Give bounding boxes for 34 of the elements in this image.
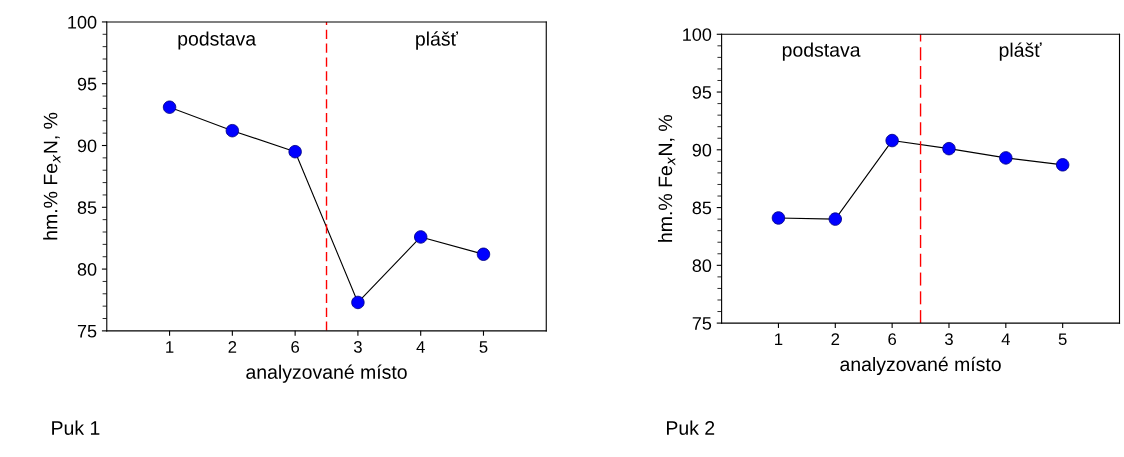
x-tick-label: 2	[228, 341, 237, 353]
x-tick-label: 4	[416, 341, 425, 353]
x-tick-label: 5	[1058, 333, 1067, 346]
x-tick-label: 6	[291, 341, 300, 353]
text: Puk 2	[667, 420, 715, 435]
y-tick-label: 95	[692, 85, 712, 99]
y-tick-label: 100	[68, 15, 97, 29]
y-tick-label: 80	[692, 259, 712, 273]
x-tick-label: 2	[831, 333, 840, 345]
x-tick-label: 4	[1001, 333, 1010, 345]
annotation: podstava	[178, 31, 257, 50]
y-tick-label: 75	[692, 317, 712, 330]
y-tick-label: 100	[683, 28, 712, 41]
y-tick-label: 75	[77, 324, 97, 338]
annotation: plášť	[416, 31, 459, 50]
x-tick-label: 3	[353, 341, 362, 353]
y-tick-label: 80	[77, 263, 97, 276]
x-tick-label: 6	[888, 333, 897, 346]
x-tick-label: 1	[166, 341, 174, 353]
y-tick-label: 90	[692, 143, 712, 157]
y-tick-label: 85	[77, 201, 97, 215]
annotation: plášť	[999, 42, 1042, 61]
x-tick-label: 3	[944, 333, 953, 346]
y-axis-title: hm.% Fe$_{x}$N, %	[657, 115, 676, 242]
x-axis-title: analyzované místo	[840, 356, 1001, 376]
y-tick-label: 90	[77, 139, 97, 153]
x-tick-label: 1	[775, 333, 783, 345]
x-axis-title: analyzované místo	[246, 364, 407, 383]
text: Puk 1	[52, 420, 100, 435]
y-tick-label: 85	[692, 201, 712, 215]
y-tick-label: 95	[77, 77, 97, 91]
x-tick-label: 5	[479, 341, 488, 353]
y-axis-title: hm.% Fe$_{x}$N, %	[43, 112, 61, 240]
annotation: podstava	[782, 42, 861, 61]
